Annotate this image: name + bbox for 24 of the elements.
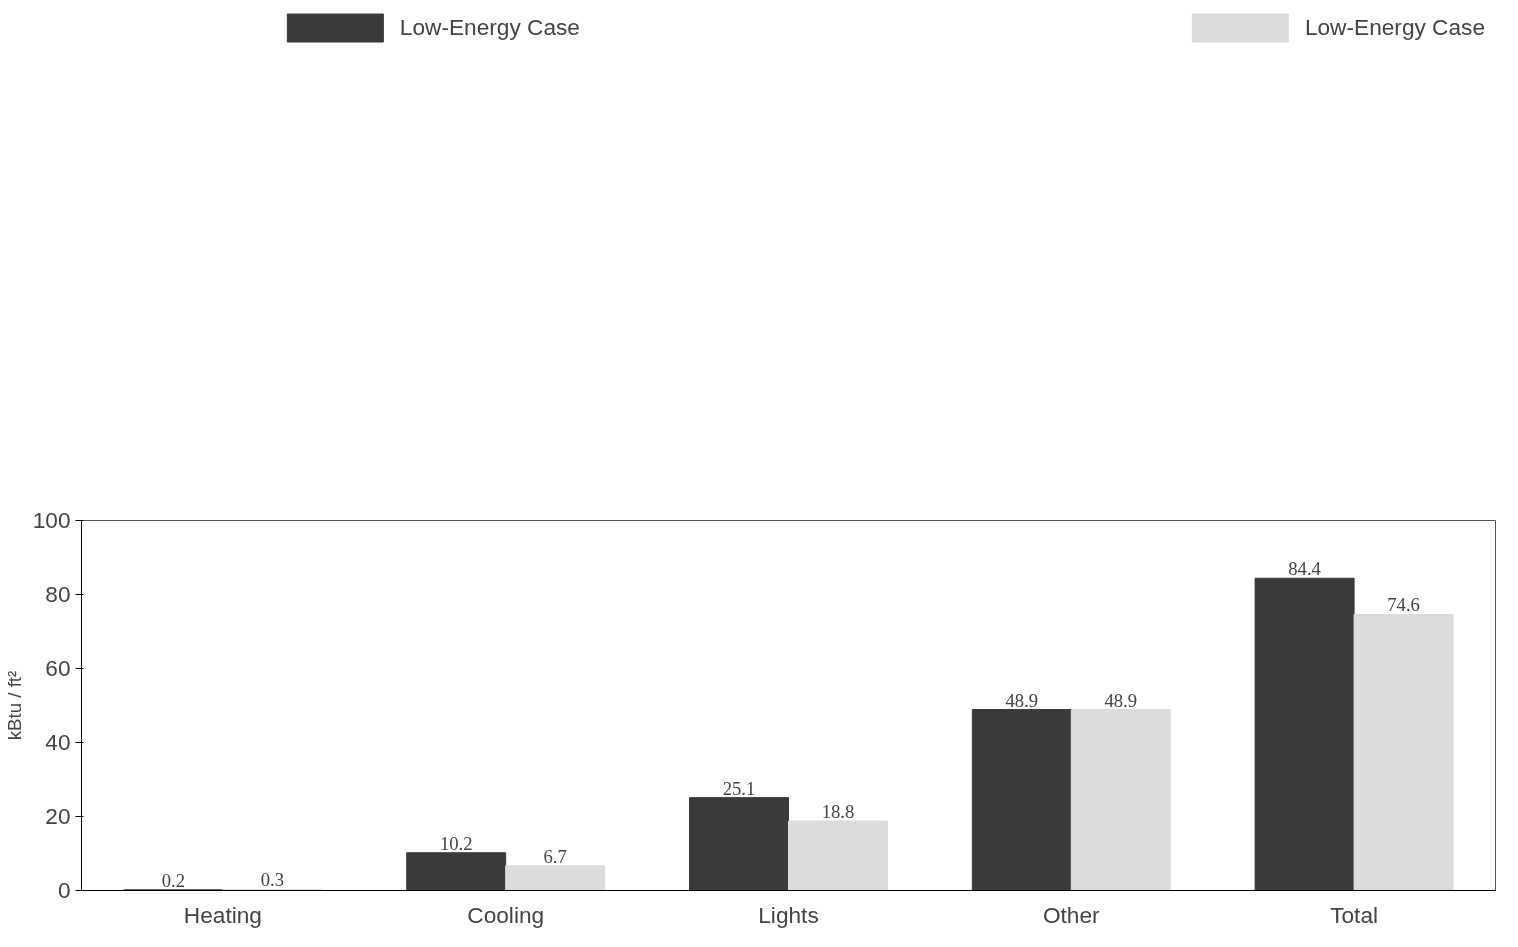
y-tick-label: 40 [45,729,71,755]
x-tick-label: Cooling [467,901,545,928]
data-label: 6.7 [543,845,567,867]
x-tick-label: Other [1042,901,1101,928]
y-axis-title: kBtu / ft² [3,670,25,741]
data-label: 0.3 [260,869,285,891]
y-tick-label: 100 [32,507,71,533]
data-label: 10.2 [439,832,473,854]
data-label: 84.4 [1288,558,1322,580]
data-label: 74.6 [1387,594,1420,616]
data-label: 25.1 [722,777,756,799]
data-label: 48.9 [1005,689,1039,711]
x-tick-label: Heating [183,901,262,928]
data-label: 48.9 [1104,689,1138,711]
x-tick-label: Total [1330,901,1379,928]
data-label: 18.8 [821,800,855,822]
y-tick-label: 60 [45,655,71,681]
legend-label: Low-Energy Case [399,14,580,41]
y-tick-label: 0 [57,877,71,903]
x-tick-label: Lights [758,901,819,928]
y-tick-label: 20 [45,803,71,829]
y-tick-label: 80 [45,581,71,607]
legend-label: Low-Energy Case [1304,14,1485,41]
data-label: 0.2 [161,869,186,891]
